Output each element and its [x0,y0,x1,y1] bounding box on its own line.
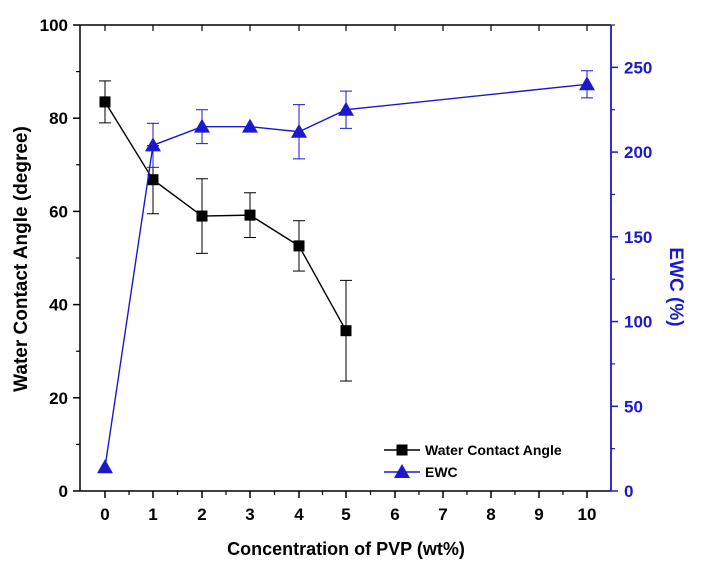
x-tick-label: 3 [245,505,254,524]
legend-marker [394,464,410,478]
ewc-point [242,118,258,133]
x-tick-label: 7 [438,505,447,524]
right-tick-label: 50 [624,397,643,416]
right-tick-label: 150 [624,228,652,247]
right-tick-label: 100 [624,313,652,332]
x-tick-label: 8 [486,505,495,524]
wca-point [99,96,111,108]
right-axis-label: EWC (%) [665,247,686,326]
x-tick-label: 10 [578,505,597,524]
left-tick-label: 60 [49,202,68,221]
legend-item: Water Contact Angle [384,442,562,458]
legend-label: EWC [425,464,458,480]
left-tick-label: 20 [49,389,68,408]
right-tick-label: 200 [624,143,652,162]
ewc-point [338,101,354,116]
ewc-point [145,137,161,152]
x-tick-label: 2 [197,505,206,524]
wca-point [147,174,159,186]
wca-line [104,101,347,332]
wca-point [244,209,256,221]
left-tick-label: 40 [49,296,68,315]
legend-label: Water Contact Angle [425,442,562,458]
x-tick-label: 1 [148,505,157,524]
ewc-line [104,83,588,468]
left-tick-label: 80 [49,109,68,128]
ewc-point [97,459,113,474]
left-tick-label: 0 [59,482,68,501]
right-tick-label: 0 [624,482,633,501]
x-tick-label: 9 [534,505,543,524]
left-axis-ticks: 0 20 40 60 80 100 [40,16,80,501]
x-axis-ticks: 0 1 2 3 4 5 6 7 8 9 10 [100,25,596,524]
right-axis-ticks: 0 50 100 150 200 250 [611,24,652,501]
x-axis-label: Concentration of PVP (wt%) [227,539,465,559]
wca-point [196,210,208,222]
x-tick-label: 6 [390,505,399,524]
ewc-point [194,118,210,133]
right-tick-label: 250 [624,58,652,77]
legend-item: EWC [384,464,458,480]
legend-marker [396,444,408,456]
left-tick-label: 100 [40,16,68,35]
left-axis-label: Water Contact Angle (degree) [11,126,32,392]
ewc-point [579,76,595,91]
x-tick-label: 4 [294,505,304,524]
x-tick-label: 0 [100,505,109,524]
legend: Water Contact Angle EWC [384,442,562,480]
ewc-point [291,123,307,138]
series-layer [97,70,595,474]
wca-point [340,325,352,337]
wca-point [293,240,305,252]
x-tick-label: 5 [341,505,350,524]
